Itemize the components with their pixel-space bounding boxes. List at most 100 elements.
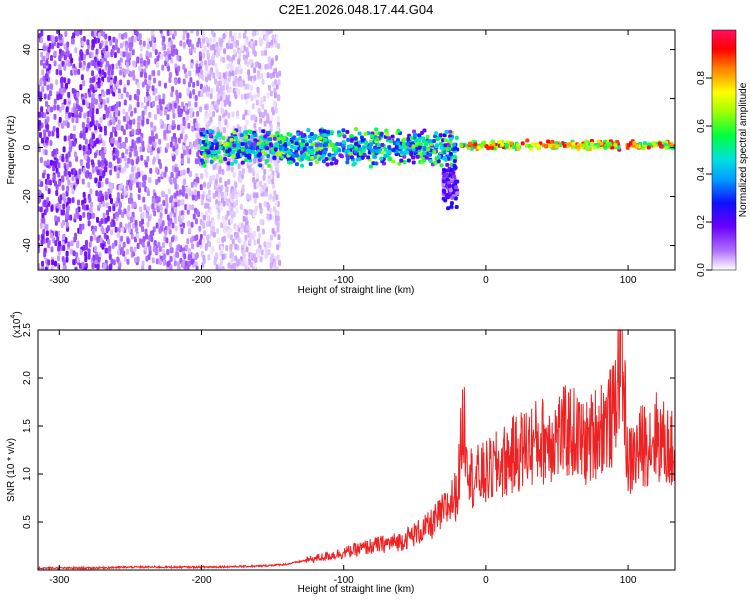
- heatmap-cell: [477, 145, 482, 150]
- heatmap-cell: [90, 102, 94, 109]
- heatmap-cell: [273, 261, 277, 268]
- heatmap-cell: [62, 203, 66, 210]
- heatmap-cell: [417, 137, 422, 142]
- heatmap-cell: [271, 34, 275, 41]
- heatmap-cell: [231, 154, 236, 159]
- heatmap-cell: [48, 63, 52, 70]
- heatmap-cell: [112, 259, 116, 266]
- heatmap-cell: [226, 63, 230, 70]
- heatmap-cell: [94, 84, 98, 91]
- heatmap-cell: [103, 232, 107, 239]
- heatmap-cell: [128, 94, 132, 101]
- heatmap-cell: [125, 248, 129, 255]
- heatmap-cell: [239, 203, 243, 210]
- heatmap-cell: [52, 174, 56, 181]
- heatmap-cell: [332, 156, 337, 161]
- heatmap-cell: [238, 221, 242, 228]
- heatmap-cell: [184, 134, 188, 141]
- heatmap-cell: [269, 207, 273, 214]
- heatmap-cell: [256, 225, 260, 232]
- heatmap-cell: [191, 125, 195, 132]
- heatmap-cell: [69, 133, 73, 140]
- heatmap-cell: [50, 266, 54, 270]
- heatmap-cell: [417, 145, 422, 150]
- heatmap-cell: [229, 43, 233, 50]
- heatmap-cell: [136, 82, 140, 89]
- heatmap-cell: [454, 135, 459, 140]
- heatmap-cell: [69, 214, 73, 221]
- heatmap-cell: [142, 175, 146, 182]
- heatmap-cell: [145, 50, 149, 57]
- heatmap-cell: [166, 114, 170, 121]
- heatmap-cell: [54, 215, 58, 222]
- heatmap-cell: [148, 249, 152, 256]
- heatmap-cell: [252, 48, 256, 55]
- heatmap-cell: [177, 111, 181, 118]
- colorbar-label: Normalized spectral amplitude: [738, 82, 749, 217]
- heatmap-cell: [271, 81, 275, 88]
- heatmap-cell: [195, 132, 199, 139]
- heatmap-cell: [268, 213, 272, 220]
- heatmap-cell: [252, 114, 256, 121]
- heatmap-cell: [119, 69, 123, 76]
- heatmap-cell: [251, 146, 256, 151]
- heatmap-cell: [81, 223, 85, 230]
- spectrogram-frame: [37, 29, 676, 271]
- heatmap-cell: [187, 220, 191, 227]
- heatmap-cell: [171, 200, 175, 207]
- heatmap-cell: [82, 145, 86, 152]
- heatmap-cell: [51, 130, 55, 137]
- heatmap-cell: [97, 191, 101, 198]
- heatmap-cell: [65, 59, 69, 66]
- heatmap-cells: [38, 30, 675, 270]
- heatmap-cell: [127, 157, 131, 164]
- heatmap-cell: [167, 65, 171, 72]
- heatmap-cell: [152, 246, 156, 253]
- heatmap-cell: [240, 147, 245, 152]
- heatmap-cell: [223, 99, 227, 106]
- heatmap-cell: [222, 72, 226, 79]
- heatmap-cell: [43, 160, 47, 167]
- heatmap-cell: [318, 128, 323, 133]
- heatmap-cell: [212, 192, 216, 199]
- heatmap-cell: [108, 162, 112, 169]
- heatmap-cell: [84, 153, 88, 160]
- heatmap-cell: [62, 120, 66, 127]
- heatmap-cell: [500, 142, 505, 147]
- heatmap-cell: [244, 153, 249, 158]
- heatmap-cell: [208, 74, 212, 81]
- heatmap-cell: [220, 125, 224, 132]
- heatmap-cell: [275, 266, 279, 270]
- heatmap-cell: [165, 237, 169, 244]
- heatmap-cell: [131, 49, 135, 56]
- heatmap-cell: [353, 136, 358, 141]
- heatmap-cell: [576, 144, 581, 149]
- heatmap-cell: [290, 144, 295, 149]
- heatmap-cell: [263, 182, 267, 189]
- heatmap-cell: [95, 48, 99, 55]
- heatmap-cell: [269, 90, 273, 97]
- heatmap-cell: [360, 138, 365, 143]
- heatmap-cell: [182, 64, 186, 71]
- heatmap-cell: [175, 149, 179, 156]
- heatmap-cell: [136, 156, 140, 163]
- heatmap-cell: [233, 32, 237, 39]
- heatmap-cell: [138, 238, 142, 245]
- heatmap-cell: [103, 125, 107, 132]
- heatmap-cell: [202, 163, 207, 168]
- heatmap-cell: [444, 130, 449, 135]
- heatmap-cell: [185, 115, 189, 122]
- heatmap-cell: [77, 105, 81, 112]
- heatmap-cell: [122, 51, 126, 58]
- heatmap-cell: [309, 131, 314, 136]
- heatmap-cell: [511, 144, 516, 149]
- heatmap-cell: [141, 265, 145, 270]
- heatmap-cell: [210, 104, 214, 111]
- heatmap-cell: [56, 127, 60, 134]
- heatmap-cell: [99, 116, 103, 123]
- heatmap-cell: [136, 243, 140, 250]
- heatmap-cell: [367, 145, 372, 150]
- heatmap-cell: [103, 146, 107, 153]
- heatmap-cell: [116, 192, 120, 199]
- heatmap-cell: [150, 121, 154, 128]
